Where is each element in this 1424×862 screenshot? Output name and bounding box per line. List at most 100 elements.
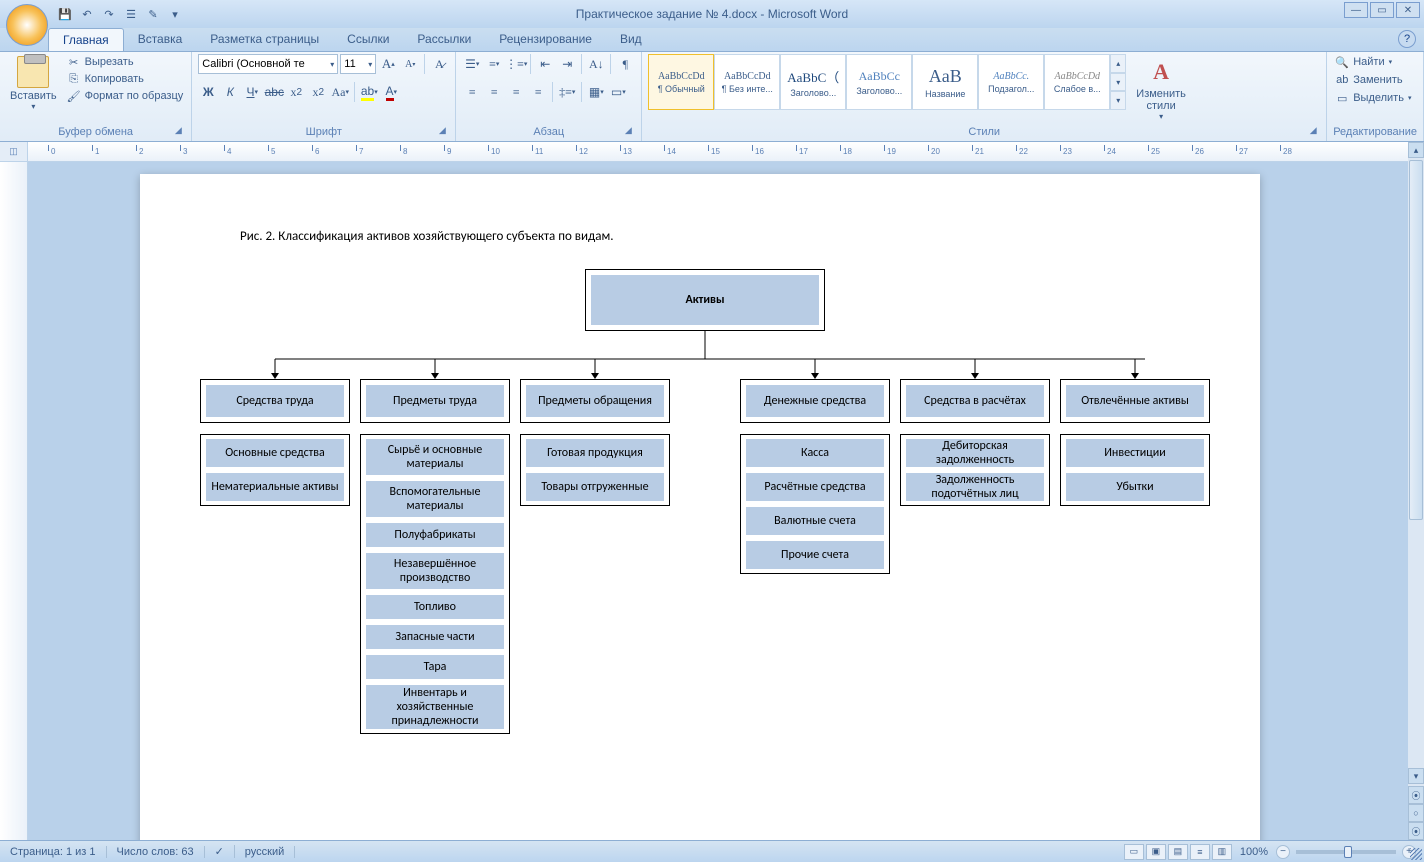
browse-object-button[interactable]: ○ [1408,804,1424,822]
align-left-button[interactable]: ≡ [462,82,482,102]
select-button[interactable]: ▭Выделить▾ [1333,90,1413,106]
diagram-items-container: Готовая продукцияТовары отгруженные [520,434,670,506]
maximize-button[interactable]: ▭ [1370,2,1394,18]
format-painter-button[interactable]: 🖌Формат по образцу [65,88,186,104]
style-item[interactable]: AaBbCc.Подзагол... [978,54,1044,110]
proofing-icon: ✓ [215,846,224,858]
diagram-item: Инвестиции [1066,439,1204,467]
qat-more-icon[interactable]: ▾ [166,5,184,23]
paste-button[interactable]: Вставить ▾ [6,54,61,113]
clear-format-button[interactable]: A̷ [429,54,449,74]
change-styles-button[interactable]: A Изменить стили ▾ [1130,54,1192,123]
tab-mailings[interactable]: Рассылки [403,28,485,51]
ruler-corner[interactable]: ◫ [0,142,28,161]
launcher-icon[interactable]: ◢ [171,125,185,139]
zoom-out-button[interactable]: − [1276,845,1290,859]
view-web-button[interactable]: ▤ [1168,844,1188,860]
scroll-up-button[interactable]: ▴ [1110,54,1126,73]
document-area[interactable]: Рис. 2. Классификация активов хозяйствую… [0,162,1408,840]
office-button[interactable] [6,4,48,46]
multilevel-button[interactable]: ⋮≡▾ [506,54,526,74]
minimize-button[interactable]: — [1344,2,1368,18]
next-page-button[interactable]: ⦿ [1408,822,1424,840]
style-item[interactable]: AaBbCcDd¶ Без инте... [714,54,780,110]
show-marks-button[interactable]: ¶ [615,54,635,74]
replace-button[interactable]: abЗаменить [1333,72,1413,88]
bullets-button[interactable]: ☰▾ [462,54,482,74]
view-draft-button[interactable]: ▥ [1212,844,1232,860]
bold-button[interactable]: Ж [198,82,218,102]
shading-button[interactable]: ▦▾ [586,82,606,102]
close-button[interactable]: ✕ [1396,2,1420,18]
numbering-button[interactable]: ≡▾ [484,54,504,74]
horizontal-ruler-row: ◫ 01234567891011121314151617181920212223… [0,142,1424,162]
strike-button[interactable]: abc [264,82,284,102]
zoom-slider[interactable] [1296,850,1396,854]
qat-icon[interactable]: ✎ [144,5,162,23]
cut-button[interactable]: ✂Вырезать [65,54,186,70]
font-size-combo[interactable]: 11▾ [340,54,376,74]
horizontal-ruler[interactable]: 0123456789101112131415161718192021222324… [28,142,1424,161]
tab-layout[interactable]: Разметка страницы [196,28,333,51]
indent-increase-button[interactable]: ⇥ [557,54,577,74]
zoom-knob[interactable] [1344,846,1352,858]
tab-insert[interactable]: Вставка [124,28,197,51]
diagram-item: Прочие счета [746,541,884,569]
vertical-ruler[interactable] [0,162,28,840]
launcher-icon[interactable]: ◢ [435,125,449,139]
shrink-font-button[interactable]: A▾ [400,54,420,74]
change-case-button[interactable]: Aa▾ [330,82,350,102]
scroll-up-button[interactable]: ▴ [1408,142,1424,158]
line-spacing-button[interactable]: ‡≡▾ [557,82,577,102]
status-proofing[interactable]: ✓ [205,845,235,858]
scroll-thumb[interactable] [1409,160,1423,520]
tab-review[interactable]: Рецензирование [485,28,606,51]
style-item[interactable]: AaBbCcЗаголово... [846,54,912,110]
tab-references[interactable]: Ссылки [333,28,403,51]
align-center-button[interactable]: ≡ [484,82,504,102]
style-normal[interactable]: AaBbCcDd¶ Обычный [648,54,714,110]
undo-icon[interactable]: ↶ [78,5,96,23]
view-outline-button[interactable]: ≡ [1190,844,1210,860]
superscript-button[interactable]: x2 [308,82,328,102]
italic-button[interactable]: К [220,82,240,102]
style-item[interactable]: AaBbCcDdСлабое в... [1044,54,1110,110]
select-icon: ▭ [1335,91,1349,105]
launcher-icon[interactable]: ◢ [1306,125,1320,139]
resize-grip[interactable] [1410,848,1422,860]
scroll-down-button[interactable]: ▾ [1408,768,1424,784]
styles-more-button[interactable]: ▾ [1110,91,1126,110]
status-language[interactable]: русский [235,846,295,858]
align-right-button[interactable]: ≡ [506,82,526,102]
zoom-percent[interactable]: 100% [1234,846,1274,858]
redo-icon[interactable]: ↷ [100,5,118,23]
indent-decrease-button[interactable]: ⇤ [535,54,555,74]
sort-button[interactable]: A↓ [586,54,606,74]
justify-button[interactable]: ≡ [528,82,548,102]
tab-view[interactable]: Вид [606,28,656,51]
tab-home[interactable]: Главная [48,28,124,51]
borders-button[interactable]: ▭▾ [608,82,628,102]
underline-button[interactable]: Ч▾ [242,82,262,102]
font-color-button[interactable]: A▾ [381,82,401,102]
status-words[interactable]: Число слов: 63 [107,846,205,858]
styles-scroll: ▴ ▾ ▾ [1110,54,1126,110]
style-item[interactable]: AaBbC（Заголово... [780,54,846,110]
scroll-down-button[interactable]: ▾ [1110,73,1126,92]
style-item[interactable]: AaBНазвание [912,54,978,110]
grow-font-button[interactable]: A▴ [378,54,398,74]
highlight-button[interactable]: ab▾ [359,82,379,102]
save-icon[interactable]: 💾 [56,5,74,23]
help-button[interactable]: ? [1398,30,1416,48]
launcher-icon[interactable]: ◢ [621,125,635,139]
qat-icon[interactable]: ☰ [122,5,140,23]
subscript-button[interactable]: x2 [286,82,306,102]
view-print-layout-button[interactable]: ▭ [1124,844,1144,860]
copy-button[interactable]: ⎘Копировать [65,71,186,87]
find-button[interactable]: 🔍Найти▾ [1333,54,1413,70]
font-name-combo[interactable]: Calibri (Основной те▾ [198,54,338,74]
vertical-scrollbar[interactable]: ▴ ▾ ⦿ ○ ⦿ [1408,142,1424,840]
prev-page-button[interactable]: ⦿ [1408,786,1424,804]
view-reading-button[interactable]: ▣ [1146,844,1166,860]
status-page[interactable]: Страница: 1 из 1 [0,846,107,858]
